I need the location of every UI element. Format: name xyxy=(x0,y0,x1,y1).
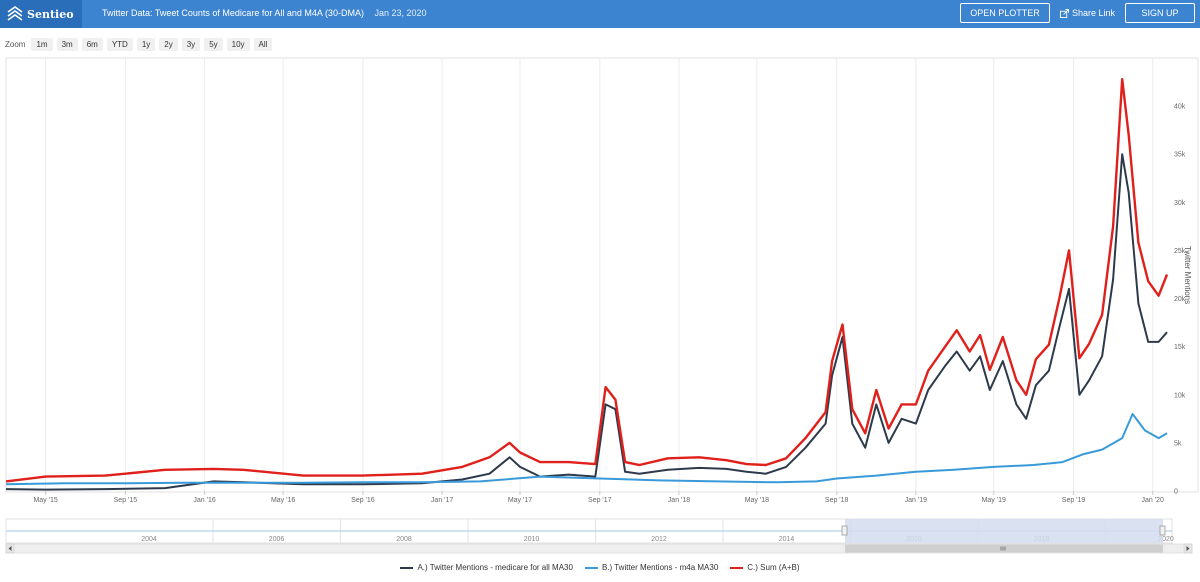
navigator-year-label: 2008 xyxy=(396,536,412,543)
scrollbar-thumb[interactable] xyxy=(845,544,1163,553)
chart-date: Jan 23, 2020 xyxy=(374,8,427,18)
zoom-label: Zoom xyxy=(5,39,26,49)
zoom-3y-button[interactable]: 3y xyxy=(181,37,201,51)
page-title: Twitter Data: Tweet Counts of Medicare f… xyxy=(102,8,427,18)
zoom-ytd-button[interactable]: YTD xyxy=(106,37,133,51)
y-axis: Twitter Mentions 0 5k 10k 15k 20k 25k 30k 35k 40… xyxy=(1174,104,1192,496)
sign-up-button[interactable]: SIGN UP xyxy=(1125,3,1195,23)
zoom-3m-button[interactable]: 3m xyxy=(56,37,78,51)
legend-swatch-b xyxy=(584,566,598,569)
share-icon xyxy=(1060,8,1069,18)
x-tick-label: Sep '18 xyxy=(825,497,849,504)
zoom-10y-button[interactable]: 10y xyxy=(226,37,250,51)
legend-swatch-a xyxy=(400,566,414,569)
zoom-5y-button[interactable]: 5y xyxy=(204,37,223,51)
grid xyxy=(45,58,1154,491)
zoom-2y-button[interactable]: 2y xyxy=(159,37,178,51)
chart-title: Twitter Data: Tweet Counts of Medicare f… xyxy=(102,8,364,18)
logo[interactable]: Sentieo xyxy=(0,0,82,28)
zoom-1m-button[interactable]: 1m xyxy=(31,37,53,51)
zoom-6m-button[interactable]: 6m xyxy=(81,37,103,51)
share-link-button[interactable]: Share Link xyxy=(1060,8,1115,18)
zoom-1y-button[interactable]: 1y xyxy=(136,37,156,51)
navigator-year-label: 2010 xyxy=(524,536,540,543)
x-tick-label: May '16 xyxy=(271,497,295,504)
x-tick-label: Sep '15 xyxy=(114,497,138,504)
y-axis-title: Twitter Mentions xyxy=(1183,246,1192,304)
navigator-left-handle[interactable] xyxy=(841,525,848,536)
scroll-right-arrow-icon xyxy=(1186,546,1190,551)
navigator[interactable]: 200420062008201020122014201620182020 xyxy=(5,518,1193,554)
x-tick-label: Jan '20 xyxy=(1142,497,1164,504)
legend: A.) Twitter Mentions - medicare for all … xyxy=(0,563,1200,572)
y-tick-label: 30k xyxy=(1174,200,1186,207)
x-tick-label: Jan '18 xyxy=(668,497,690,504)
legend-item-series-c[interactable]: C.) Sum (A+B) xyxy=(730,563,800,572)
navigator-year-label: 2012 xyxy=(651,536,667,543)
legend-swatch-c xyxy=(730,566,744,569)
navigator-year-label: 2004 xyxy=(141,536,157,543)
legend-label-a: A.) Twitter Mentions - medicare for all … xyxy=(417,563,573,572)
sentieo-logo-icon xyxy=(7,6,23,21)
x-tick-label: May '15 xyxy=(33,497,57,504)
navigator-mask[interactable] xyxy=(845,519,1163,543)
open-plotter-button[interactable]: OPEN PLOTTER xyxy=(960,3,1050,23)
legend-item-series-b[interactable]: B.) Twitter Mentions - m4a MA30 xyxy=(584,563,719,572)
series-c-line[interactable] xyxy=(5,77,1169,483)
navigator-year-label: 2006 xyxy=(269,536,285,543)
share-link-label: Share Link xyxy=(1072,8,1116,18)
navigator-right-handle[interactable] xyxy=(1159,525,1166,536)
plot-frame xyxy=(5,57,1199,493)
y-tick-label: 40k xyxy=(1174,104,1186,111)
y-tick-label: 35k xyxy=(1174,152,1186,159)
zoom-bar: Zoom 1m 3m 6m YTD 1y 2y 3y 5y 10y All xyxy=(5,37,276,51)
zoom-all-button[interactable]: All xyxy=(253,37,273,51)
navigator-year-label: 2014 xyxy=(779,536,795,543)
navigator-year-label: 2020 xyxy=(1158,536,1174,543)
x-tick-label: Jan '16 xyxy=(193,497,215,504)
chart: May '15 Sep '15 Jan '16 May '16 Sep '16 Jan '… xyxy=(5,57,1199,554)
series-lines[interactable] xyxy=(5,77,1169,491)
legend-label-b: B.) Twitter Mentions - m4a MA30 xyxy=(601,563,719,572)
y-tick-label: 5k xyxy=(1174,440,1182,447)
series-b-line[interactable] xyxy=(5,413,1168,486)
x-axis: May '15 Sep '15 Jan '16 May '16 Sep '16 Jan '… xyxy=(33,491,1164,504)
x-tick-label: Sep '17 xyxy=(588,497,612,504)
legend-item-series-a[interactable]: A.) Twitter Mentions - medicare for all … xyxy=(400,563,573,572)
scroll-left-arrow-icon xyxy=(8,546,12,551)
x-tick-label: May '19 xyxy=(982,497,1006,504)
y-tick-label: 20k xyxy=(1174,296,1186,303)
logo-text: Sentieo xyxy=(27,7,74,21)
x-tick-label: Sep '19 xyxy=(1062,497,1086,504)
scrollbar-grip-icon xyxy=(1000,546,1006,551)
x-tick-label: Jan '19 xyxy=(905,497,927,504)
y-tick-label: 25k xyxy=(1174,248,1186,255)
series-a-line[interactable] xyxy=(5,153,1168,491)
y-tick-label: 15k xyxy=(1174,344,1186,351)
y-tick-label: 0 xyxy=(1174,489,1178,496)
top-bar: Sentieo Twitter Data: Tweet Counts of Me… xyxy=(0,0,1200,28)
x-tick-label: Sep '16 xyxy=(351,497,375,504)
x-tick-label: May '18 xyxy=(745,497,769,504)
x-tick-label: Jan '17 xyxy=(431,497,453,504)
y-tick-label: 10k xyxy=(1174,392,1186,399)
legend-label-c: C.) Sum (A+B) xyxy=(747,563,800,572)
x-tick-label: May '17 xyxy=(508,497,532,504)
